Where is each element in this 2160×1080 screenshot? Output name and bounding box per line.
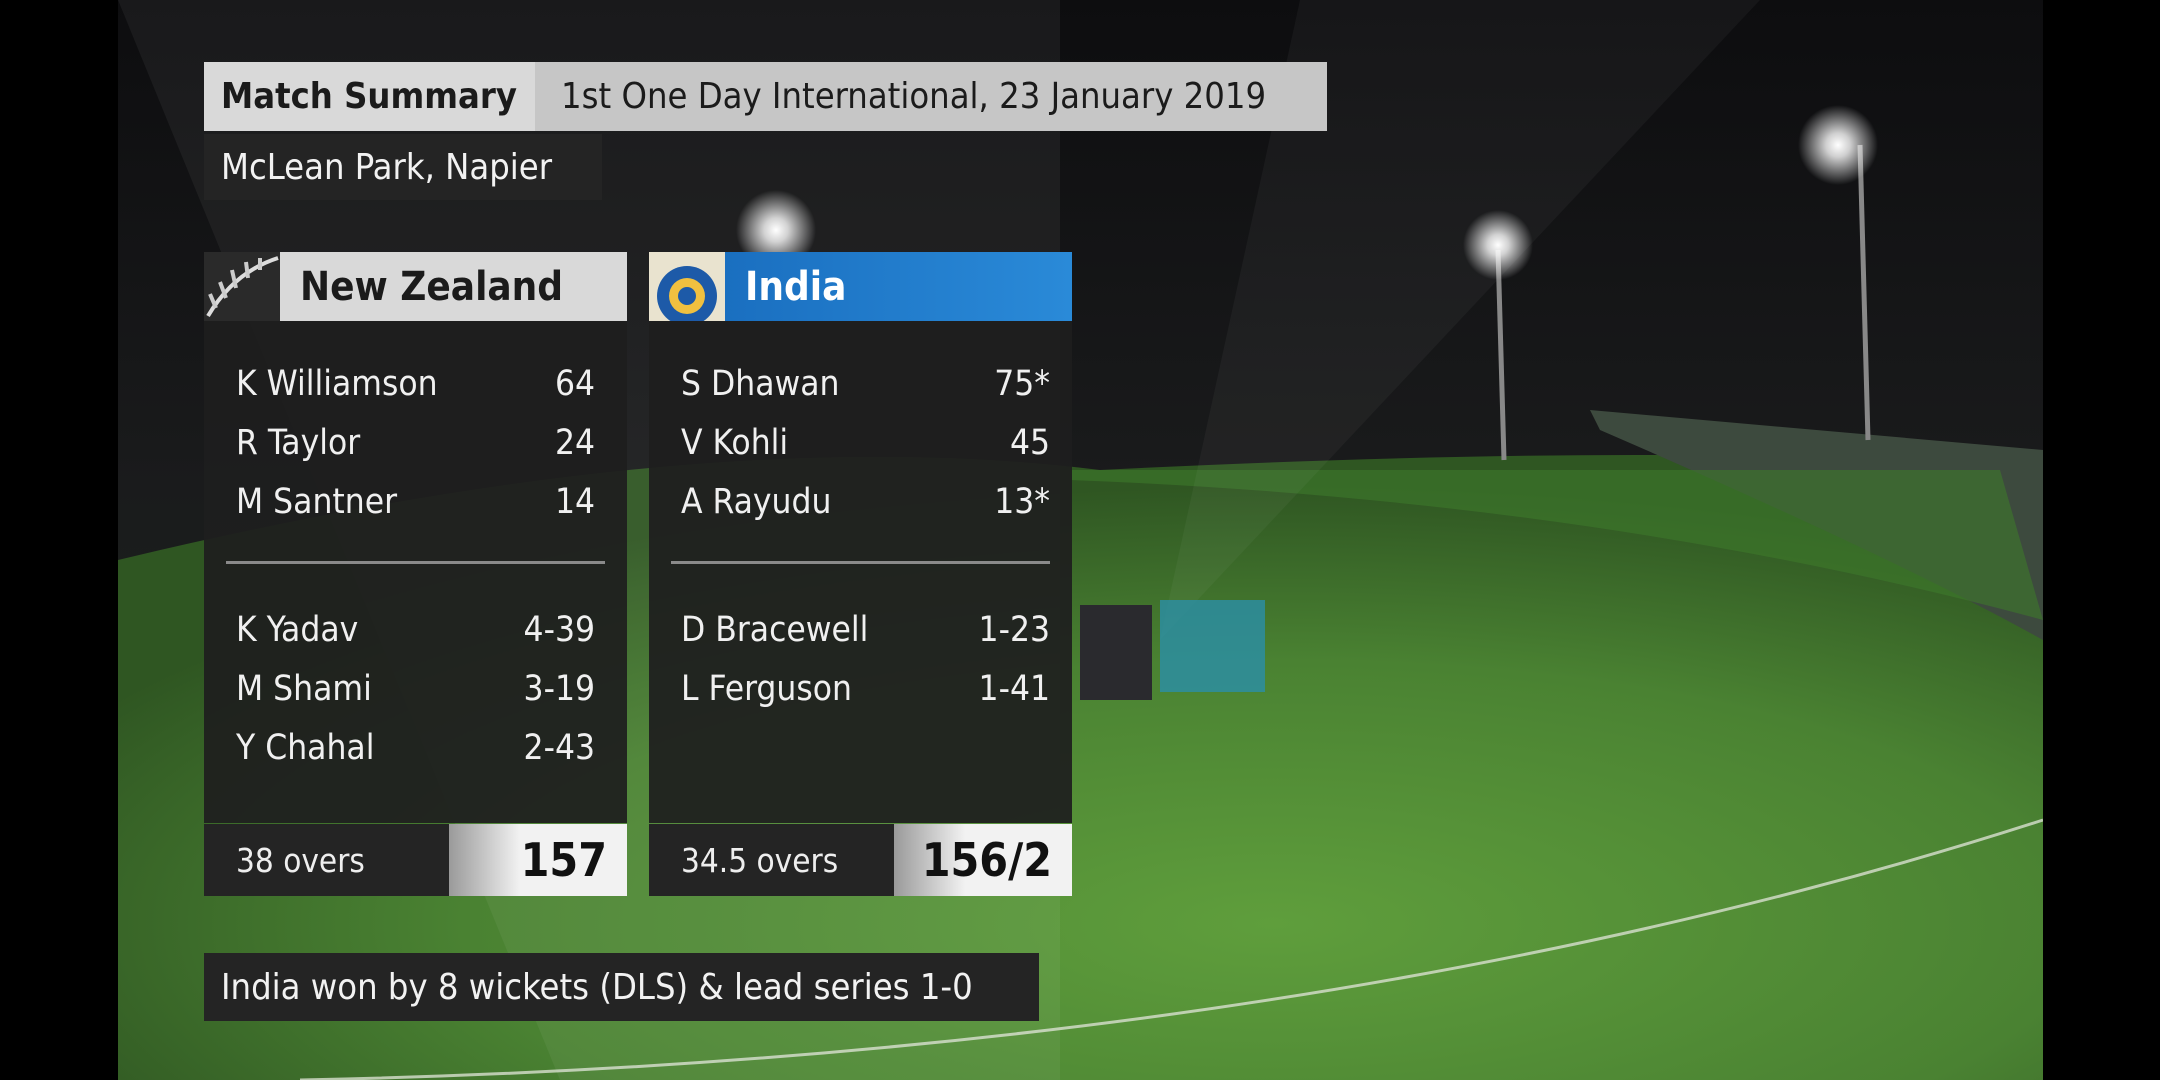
bowling-figure: 2-43 bbox=[523, 728, 595, 768]
bowling-figure: 4-39 bbox=[523, 610, 595, 650]
title: Match Summary bbox=[204, 62, 535, 131]
team-name: India bbox=[725, 252, 1072, 321]
batting-player: A Rayudu bbox=[681, 482, 832, 522]
batting-figure: 24 bbox=[554, 423, 595, 463]
bowling-figure: 1-41 bbox=[978, 669, 1050, 709]
batting-player: R Taylor bbox=[236, 423, 361, 463]
logo-icon bbox=[657, 266, 717, 321]
overs: 34.5 overs bbox=[649, 824, 894, 896]
batting-figure: 45 bbox=[1009, 423, 1050, 463]
result: India won by 8 wickets (DLS) & lead seri… bbox=[204, 953, 1039, 1021]
batting-figure: 75* bbox=[994, 364, 1050, 404]
bowling-player: D Bracewell bbox=[681, 610, 869, 650]
batting-figure: 13* bbox=[994, 482, 1050, 522]
panel-body bbox=[204, 321, 627, 823]
batting-player: K Williamson bbox=[236, 364, 438, 404]
bowling-figure: 3-19 bbox=[523, 669, 595, 709]
panel-body bbox=[649, 321, 1072, 823]
team-logo bbox=[649, 252, 725, 321]
bowling-player: Y Chahal bbox=[236, 728, 375, 768]
batting-player: S Dhawan bbox=[681, 364, 840, 404]
divider bbox=[226, 561, 605, 564]
subtitle: 1st One Day International, 23 January 20… bbox=[535, 62, 1327, 131]
bowling-figure: 1-23 bbox=[978, 610, 1050, 650]
total: 156/2 bbox=[894, 824, 1072, 896]
bowling-player: M Shami bbox=[236, 669, 372, 709]
team-name: New Zealand bbox=[280, 252, 627, 321]
batting-figure: 64 bbox=[554, 364, 595, 404]
bowling-player: L Ferguson bbox=[681, 669, 853, 709]
total: 157 bbox=[449, 824, 627, 896]
batting-figure: 14 bbox=[554, 482, 595, 522]
batting-player: M Santner bbox=[236, 482, 398, 522]
team-logo bbox=[204, 252, 280, 321]
bowling-player: K Yadav bbox=[236, 610, 359, 650]
venue: McLean Park, Napier bbox=[204, 134, 602, 200]
batting-player: V Kohli bbox=[681, 423, 789, 463]
divider bbox=[671, 561, 1050, 564]
logo-icon bbox=[206, 256, 279, 318]
overs: 38 overs bbox=[204, 824, 449, 896]
